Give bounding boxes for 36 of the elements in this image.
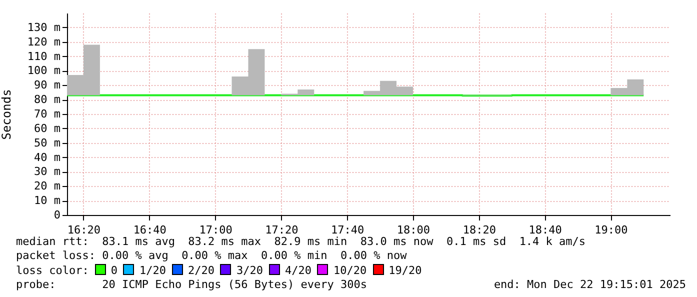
x-tick-label: 16:20 bbox=[67, 224, 101, 236]
text: 0 bbox=[110, 264, 118, 277]
x-tick-label: 17:00 bbox=[199, 224, 232, 236]
y-tick-label: 70 m bbox=[34, 108, 61, 120]
x-tick-label: 18:00 bbox=[396, 224, 430, 236]
text: loss color: bbox=[16, 264, 89, 277]
y-tick-label: 60 m bbox=[34, 122, 61, 135]
x-tick-label: 18:40 bbox=[528, 224, 562, 236]
y-tick-label: 100 m bbox=[27, 64, 61, 78]
y-tick-label: 110 m bbox=[27, 50, 61, 63]
text: 1/20 bbox=[139, 264, 166, 277]
x-tick-label: 16:40 bbox=[133, 224, 166, 236]
text: 10/20 bbox=[333, 264, 367, 277]
y-tick-label: 10 m bbox=[34, 194, 61, 208]
y-tick-label: 120 m bbox=[27, 35, 61, 48]
text: 4/20 bbox=[284, 264, 312, 277]
x-tick-label: 19:00 bbox=[594, 224, 628, 236]
x-tick-label: 18:20 bbox=[462, 224, 496, 236]
y-axis-title: Seconds bbox=[0, 89, 14, 140]
text: probe: 20 ICMP Echo Pings (56 Bytes) every 300s bbox=[16, 278, 367, 291]
text: 2/20 bbox=[188, 264, 214, 277]
y-tick-label: 50 m bbox=[34, 136, 61, 150]
y-tick-label: 20 m bbox=[34, 180, 61, 193]
text: 3/20 bbox=[236, 264, 263, 277]
text: 19/20 bbox=[388, 264, 422, 277]
y-tick-label: 0 bbox=[54, 208, 60, 222]
y-tick-label: 90 m bbox=[34, 78, 61, 92]
y-tick-label: 80 m bbox=[34, 93, 61, 106]
text: packet loss: 0.00 % avg 0.00 % max 0.00 % min 0.00 % now bbox=[16, 249, 407, 262]
y-tick-label: 40 m bbox=[34, 150, 61, 164]
x-tick-label: 17:20 bbox=[265, 224, 298, 236]
x-tick-label: 17:40 bbox=[331, 224, 364, 236]
text: end: Mon Dec 22 19:15:01 2025 bbox=[494, 278, 686, 292]
y-tick-label: 30 m bbox=[34, 165, 61, 178]
text: median rtt: 83.1 ms avg 83.2 ms max 82.9 ms min 83.0 ms now 0.1 ms sd 1.4 k am/s bbox=[16, 235, 586, 248]
y-tick-label: 130 m bbox=[27, 20, 61, 34]
